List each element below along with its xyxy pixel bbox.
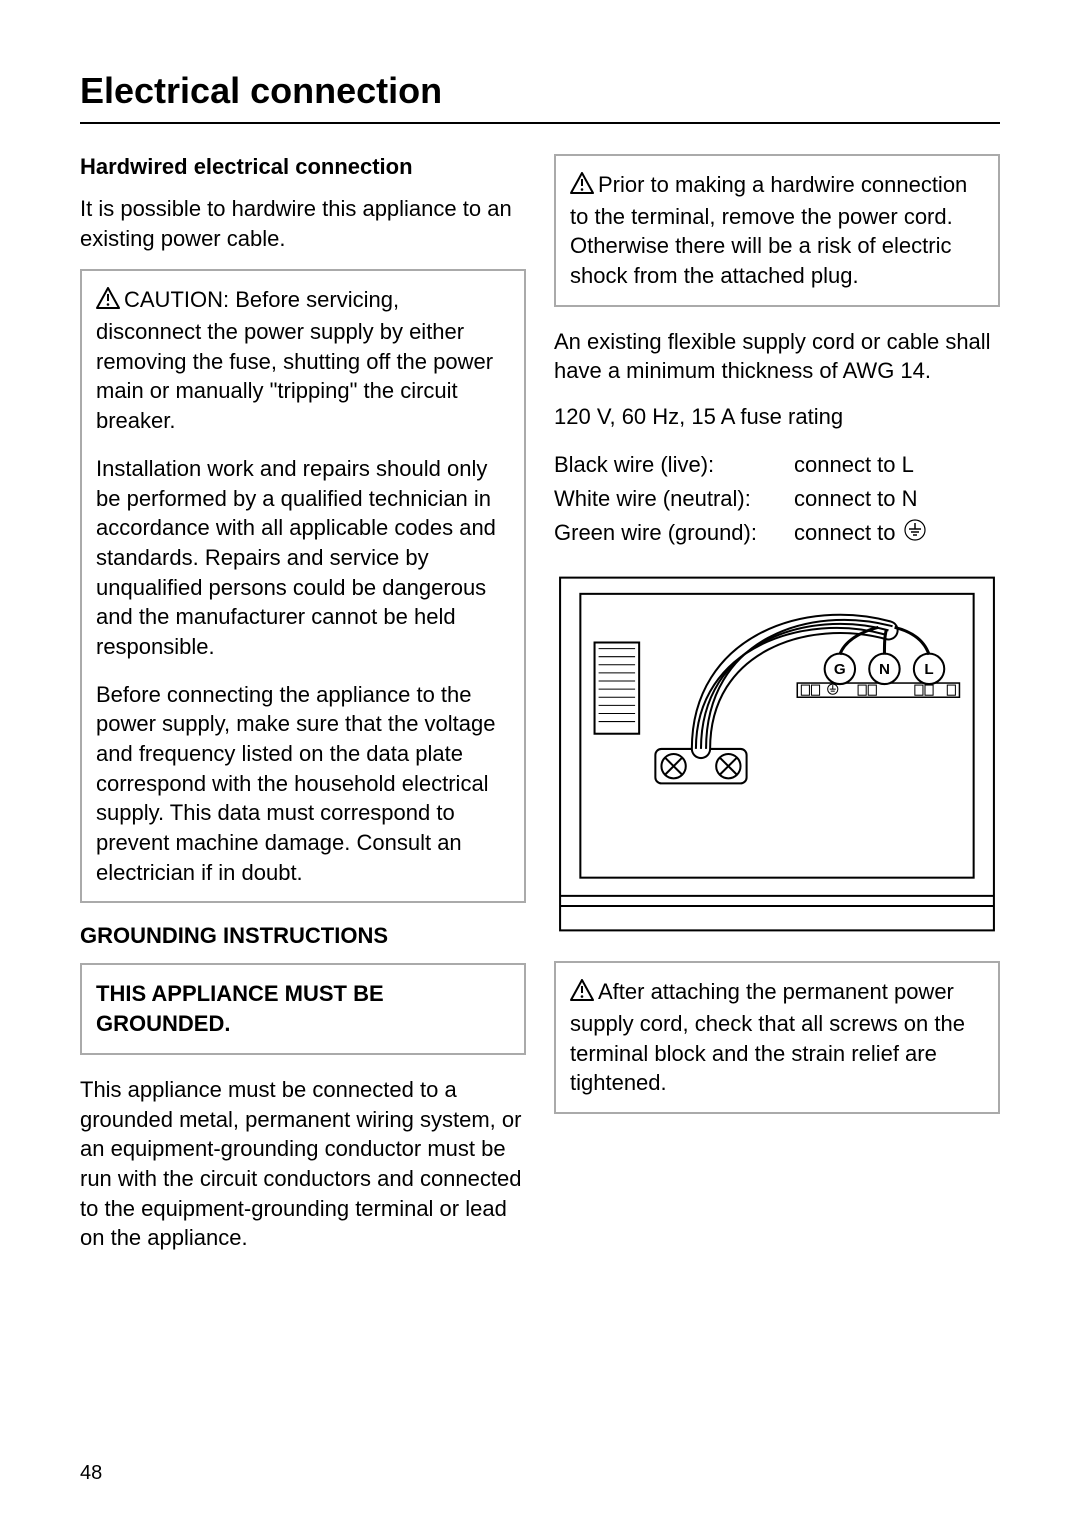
grounding-box-text: THIS APPLIANCE MUST BE GROUNDED. (96, 979, 510, 1038)
caution-callout: CAUTION: Before servicing, disconnect th… (80, 269, 526, 903)
wire-row-live: Black wire (live): connect to L (554, 448, 1000, 482)
terminal-l: L (914, 654, 944, 684)
terminal-diagram: G N L (554, 569, 1000, 939)
wire-row-ground: Green wire (ground): connect to (554, 516, 1000, 551)
hardwired-intro: It is possible to hardwire this applianc… (80, 194, 526, 253)
tighten-text: After attaching the permanent power supp… (570, 979, 965, 1095)
terminal-n: N (869, 654, 899, 684)
cord-text: An existing flexible supply cord or cabl… (554, 327, 1000, 386)
rating-text: 120 V, 60 Hz, 15 A fuse rating (554, 402, 1000, 432)
grounding-heading: GROUNDING INSTRUCTIONS (80, 923, 526, 949)
tighten-callout: After attaching the permanent power supp… (554, 961, 1000, 1114)
warning-icon (570, 979, 594, 1009)
wire-conn: connect to L (794, 448, 1000, 482)
hardwire-warning-callout: Prior to making a hardwire connection to… (554, 154, 1000, 307)
caution-p2: Installation work and repairs should onl… (96, 454, 510, 662)
page-title: Electrical connection (80, 70, 1000, 124)
grounding-text: This appliance must be connected to a gr… (80, 1075, 526, 1253)
screw-icon (716, 754, 740, 778)
wire-table: Black wire (live): connect to L White wi… (554, 448, 1000, 551)
svg-text:G: G (834, 661, 846, 678)
warning-icon (96, 287, 120, 317)
warning-icon (570, 172, 594, 202)
caution-p3: Before connecting the appliance to the p… (96, 680, 510, 888)
hardwired-heading: Hardwired electrical connection (80, 154, 526, 180)
svg-text:L: L (924, 661, 933, 678)
wire-label: Black wire (live): (554, 448, 794, 482)
caution-p1: CAUTION: Before servicing, disconnect th… (96, 285, 510, 435)
page-number: 48 (80, 1462, 102, 1485)
content-columns: Hardwired electrical connection It is po… (80, 154, 1000, 1269)
wire-label: Green wire (ground): (554, 516, 794, 551)
wire-label: White wire (neutral): (554, 482, 794, 516)
grounding-box: THIS APPLIANCE MUST BE GROUNDED. (80, 963, 526, 1054)
screw-icon (661, 754, 685, 778)
hardwire-warning-p: Prior to making a hardwire connection to… (570, 170, 984, 291)
ground-symbol-icon (904, 517, 926, 551)
right-column: Prior to making a hardwire connection to… (554, 154, 1000, 1269)
wire-row-neutral: White wire (neutral): connect to N (554, 482, 1000, 516)
terminal-g: G (825, 654, 855, 684)
caution-p1-text: CAUTION: Before servicing, disconnect th… (96, 287, 493, 433)
left-column: Hardwired electrical connection It is po… (80, 154, 526, 1269)
svg-text:N: N (879, 661, 890, 678)
tighten-p: After attaching the permanent power supp… (570, 977, 984, 1098)
hardwire-warning-text: Prior to making a hardwire connection to… (570, 172, 967, 288)
wire-conn: connect to N (794, 482, 1000, 516)
wire-conn: connect to (794, 516, 1000, 551)
